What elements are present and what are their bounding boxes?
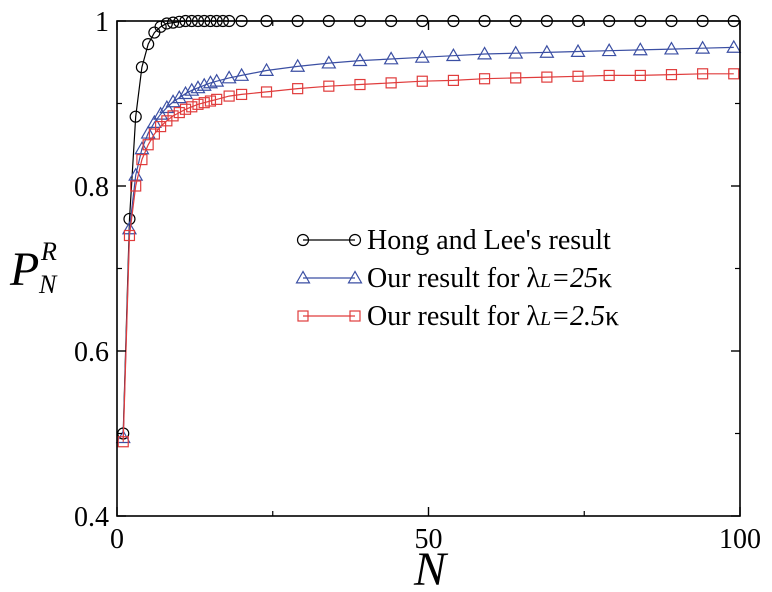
series-2-point — [663, 41, 680, 55]
series-3-point — [204, 95, 217, 107]
series-2-point — [171, 90, 187, 104]
series-2-point — [290, 58, 306, 72]
series-3-point — [173, 106, 185, 119]
series-3-point — [728, 68, 740, 80]
series-3-line — [122, 73, 734, 442]
series-3-point — [155, 120, 167, 133]
series-3-point — [148, 128, 160, 140]
series-3-point — [478, 73, 491, 85]
series-3-point — [192, 98, 204, 110]
series-3-point — [167, 110, 179, 122]
series-2-point — [196, 77, 212, 91]
legend-marker-start — [297, 310, 309, 322]
legend: Hong and Lee's result Our result for λL=2… — [295, 225, 619, 332]
series-3-point — [142, 139, 154, 151]
x-tick-label: 100 — [719, 524, 761, 555]
series-2-point — [221, 70, 237, 84]
series-3-point — [179, 103, 192, 115]
series-3-point — [510, 72, 522, 84]
series-2-point — [134, 141, 150, 155]
y-tick-label: 0.8 — [74, 172, 109, 203]
series-2-point — [601, 42, 617, 57]
series-3-point — [236, 88, 248, 101]
series-3-point — [697, 68, 709, 80]
series-2-point — [383, 51, 399, 65]
ticks-layer: 0 50 100 0.4 0.6 0.8 1 — [74, 7, 761, 555]
series-3-point — [186, 101, 198, 113]
series-2-line — [122, 46, 734, 438]
series-3-point — [130, 180, 142, 192]
series-2-point — [632, 42, 648, 56]
series-3-point — [541, 71, 553, 83]
y-tick-label: 0.4 — [74, 502, 109, 533]
y-tick-label: 0.6 — [74, 337, 109, 368]
x-tick-label: 50 — [415, 524, 443, 555]
series-2-point — [153, 106, 169, 120]
y-axis-label-sup: R — [40, 237, 57, 266]
legend-marker-start — [296, 233, 310, 247]
series-2-point — [414, 49, 430, 63]
legend-marker-end — [347, 270, 363, 284]
series-3-point — [447, 74, 460, 87]
series-2-point — [140, 125, 156, 139]
series-2-point — [190, 80, 206, 94]
series-2-point — [695, 40, 711, 54]
y-axis-label: P R N — [9, 237, 58, 299]
series-3-point — [323, 80, 335, 92]
series-2-point — [508, 45, 524, 59]
y-tick-label: 1 — [95, 7, 109, 38]
series-2-point — [352, 52, 368, 67]
legend-entry-2: Our result for λL=25κ — [295, 263, 612, 294]
series-2 — [115, 39, 742, 444]
legend-label: Hong and Lee's result — [367, 225, 611, 256]
series-3-point — [634, 69, 646, 82]
legend-entry-3: Our result for λL=2.5κ — [297, 301, 619, 332]
series-3-point — [385, 77, 397, 89]
series-3-point — [123, 229, 136, 242]
series-1-point — [160, 17, 173, 30]
series-2-point — [177, 85, 194, 100]
series-1-point — [166, 16, 180, 29]
series-3-point — [223, 90, 235, 102]
series-3-point — [136, 154, 148, 166]
series-3-point — [198, 97, 210, 109]
legend-marker-start — [295, 270, 311, 284]
series-3-point — [292, 83, 304, 95]
series-3-point — [117, 436, 129, 448]
series-3-point — [416, 75, 428, 87]
legend-marker-end — [348, 233, 362, 247]
x-axis-label: N — [413, 543, 449, 592]
series-1-point — [135, 61, 149, 74]
series-2-point — [184, 82, 200, 96]
series-2-point — [477, 46, 493, 60]
series-2-point — [258, 62, 275, 76]
legend-entry-1: Hong and Lee's result — [296, 225, 611, 256]
y-axis-label-sub: N — [38, 270, 58, 299]
series-2-point — [234, 67, 250, 81]
series-3-point — [260, 86, 273, 98]
series-1-point — [173, 15, 186, 28]
series-3-point — [572, 70, 584, 82]
series-3-point — [603, 69, 615, 82]
y-axis-label-base: P — [9, 243, 39, 296]
legend-marker-end — [349, 310, 361, 322]
series-3-point — [354, 78, 366, 91]
series-2-point — [202, 75, 218, 89]
x-tick-label: 0 — [110, 524, 124, 555]
series-3-point — [665, 69, 678, 81]
series-3-point — [211, 93, 223, 105]
series-2-point — [445, 47, 461, 62]
series-2-point — [321, 55, 337, 69]
series-2-point — [726, 39, 742, 53]
series-2-point — [209, 73, 225, 87]
series-2-point — [165, 94, 181, 108]
series-2-point — [539, 44, 555, 58]
series-2-point — [570, 43, 586, 58]
series-1-point — [129, 110, 142, 123]
series-3 — [117, 68, 740, 448]
legend-label: Our result for λL=25κ — [367, 263, 612, 294]
series-1-point — [142, 37, 155, 51]
legend-label: Our result for λL=2.5κ — [367, 301, 619, 332]
